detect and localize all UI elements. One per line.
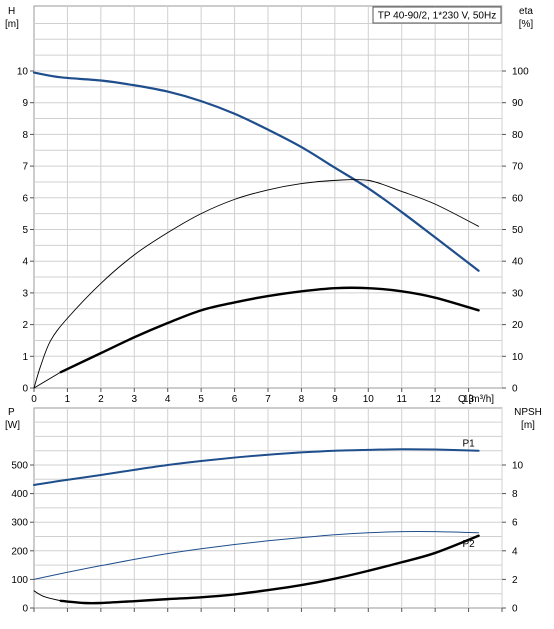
left-tick-label: 7 bbox=[22, 162, 28, 173]
x-tick-label: 5 bbox=[198, 394, 204, 405]
x-tick-label: 9 bbox=[332, 394, 338, 405]
x-tick-label: 10 bbox=[363, 394, 375, 405]
left-tick-label: 200 bbox=[11, 546, 28, 557]
x-tick-label: 12 bbox=[430, 394, 442, 405]
x-tick-label: 2 bbox=[98, 394, 104, 405]
x-tick-label: 7 bbox=[265, 394, 271, 405]
left-tick-label: 5 bbox=[22, 225, 28, 236]
right-tick-label: 6 bbox=[512, 518, 518, 529]
x-tick-label: 13 bbox=[463, 394, 475, 405]
x-tick-label: 6 bbox=[232, 394, 238, 405]
left-axis-unit: [m] bbox=[5, 19, 19, 30]
left-axis-unit: [W] bbox=[5, 420, 20, 431]
series-line-3 bbox=[33, 590, 62, 602]
left-axis-title: P bbox=[8, 407, 15, 418]
series-line-3 bbox=[33, 371, 62, 389]
right-axis-title: NPSH bbox=[514, 407, 542, 418]
series-label-p2: P2 bbox=[462, 539, 475, 550]
x-tick-label: 0 bbox=[31, 394, 37, 405]
left-tick-label: 4 bbox=[22, 257, 28, 268]
right-tick-label: 100 bbox=[512, 67, 529, 78]
left-tick-label: 300 bbox=[11, 518, 28, 529]
x-tick-label: 8 bbox=[299, 394, 305, 405]
series-line-0 bbox=[33, 448, 480, 487]
x-tick-label: 1 bbox=[65, 394, 71, 405]
right-tick-label: 0 bbox=[512, 384, 518, 395]
right-tick-label: 30 bbox=[512, 288, 524, 299]
right-axis-title: eta bbox=[519, 6, 533, 17]
x-tick-label: 3 bbox=[132, 394, 138, 405]
x-tick-label: 4 bbox=[165, 394, 171, 405]
series-line-0 bbox=[32, 71, 480, 272]
right-tick-label: 80 bbox=[512, 130, 524, 141]
left-tick-label: 9 bbox=[22, 98, 28, 109]
left-tick-label: 2 bbox=[22, 320, 28, 331]
legend-box-label: TP 40-90/2, 1*230 V, 50Hz bbox=[378, 11, 496, 22]
left-tick-label: 100 bbox=[11, 575, 28, 586]
right-axis-unit: [%] bbox=[519, 19, 534, 30]
series-label-p1: P1 bbox=[462, 439, 475, 450]
right-tick-label: 0 bbox=[512, 604, 518, 615]
left-tick-label: 0 bbox=[22, 604, 28, 615]
left-tick-label: 0 bbox=[22, 384, 28, 395]
left-tick-label: 3 bbox=[22, 288, 28, 299]
right-tick-label: 90 bbox=[512, 98, 524, 109]
right-tick-label: 40 bbox=[512, 257, 524, 268]
right-axis-unit: [m] bbox=[521, 420, 535, 431]
right-tick-label: 20 bbox=[512, 320, 524, 331]
right-tick-label: 50 bbox=[512, 225, 524, 236]
left-tick-label: 400 bbox=[11, 489, 28, 500]
legend-box bbox=[372, 6, 502, 24]
power-npsh-plot: 0 100 200 300 400 500 0 2 4 6 8 10 P [W] NPSH [m] P1 P2 bbox=[5, 407, 542, 615]
right-tick-label: 70 bbox=[512, 162, 524, 173]
series-line-1 bbox=[33, 530, 480, 580]
series-line-2 bbox=[59, 534, 480, 605]
series-line-1 bbox=[33, 178, 480, 389]
x-tick-label: 11 bbox=[397, 394, 408, 405]
right-tick-label: 10 bbox=[512, 352, 524, 363]
series-line-2 bbox=[59, 286, 480, 374]
right-tick-label: 8 bbox=[512, 489, 518, 500]
left-tick-label: 10 bbox=[17, 67, 29, 78]
left-axis-title: H bbox=[8, 6, 15, 17]
left-tick-label: 500 bbox=[11, 461, 28, 472]
right-tick-label: 10 bbox=[512, 461, 524, 472]
right-tick-label: 2 bbox=[512, 575, 518, 586]
left-tick-label: 8 bbox=[22, 130, 28, 141]
left-tick-label: 1 bbox=[22, 352, 28, 363]
x-axis-label: Q [m³/h] bbox=[458, 394, 494, 405]
right-tick-label: 4 bbox=[512, 546, 518, 557]
left-tick-label: 6 bbox=[22, 193, 28, 204]
right-tick-label: 60 bbox=[512, 193, 524, 204]
